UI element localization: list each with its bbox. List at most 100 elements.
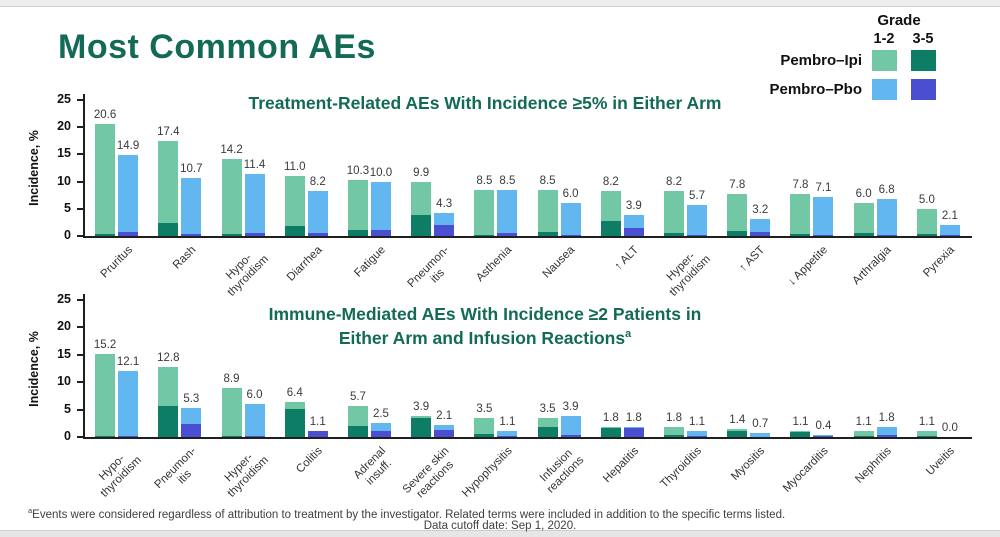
footnote-marker: a — [28, 506, 33, 515]
value-label-pembro-ipi: 1.1 — [918, 415, 935, 428]
value-label-pembro-ipi: 7.8 — [729, 178, 746, 191]
value-label-pembro-pbo: 8.2 — [309, 176, 326, 189]
bar-pembro-ipi-grade-1-2 — [853, 203, 874, 236]
chart2-title-line2: Either Arm and Infusion Reactionsa — [338, 327, 632, 348]
value-label-pembro-ipi: 5.7 — [349, 390, 366, 403]
legend-swatch-pbo-grade-1-2 — [872, 79, 897, 100]
bar-pembro-pbo-grade-3-5 — [181, 423, 202, 437]
x-axis-label: Hypo- thyroidism — [97, 452, 145, 500]
bar-pembro-ipi-grade-3-5 — [790, 431, 811, 437]
bar-pembro-ipi-grade-1-2 — [664, 191, 685, 236]
value-label-pembro-ipi: 1.4 — [729, 414, 746, 427]
value-label-pembro-pbo: 2.1 — [941, 209, 958, 222]
value-label-pembro-pbo: 1.8 — [878, 412, 895, 425]
x-axis-label: ↑ AST — [737, 244, 768, 275]
chart2-y-axis-title: Incidence, % — [27, 331, 41, 407]
legend-swatch-pbo-grade-3-5 — [911, 79, 936, 100]
bar-pembro-ipi-grade-1-2 — [221, 158, 242, 236]
bar-pembro-ipi-grade-3-5 — [916, 435, 937, 437]
bar-pembro-ipi-grade-1-2 — [916, 208, 937, 236]
x-axis-label: Pneumon- itis — [405, 244, 452, 291]
page-title: Most Common AEs — [58, 28, 376, 66]
x-axis-label: Diarrhea — [285, 244, 325, 284]
value-label-pembro-pbo: 8.5 — [499, 174, 516, 187]
x-axis-label: Hepatitis — [600, 445, 641, 486]
x-axis-label: Fatigue — [352, 244, 388, 280]
chart1-title: Treatment-Related AEs With Incidence ≥5%… — [248, 93, 722, 113]
bar-pembro-ipi-grade-3-5 — [537, 427, 558, 437]
bar-pembro-ipi-grade-3-5 — [600, 428, 621, 437]
x-axis-label: Asthenia — [474, 244, 515, 285]
value-label-pembro-ipi: 12.8 — [157, 351, 180, 364]
bar-pembro-ipi-grade-3-5 — [284, 226, 305, 236]
bar-pembro-pbo-grade-3-5 — [876, 235, 897, 236]
value-label-pembro-pbo: 3.2 — [752, 203, 769, 216]
bar-pembro-pbo-grade-1-2 — [560, 203, 581, 236]
bar-pembro-ipi-grade-3-5 — [221, 233, 242, 236]
bar-pembro-ipi-grade-3-5 — [158, 405, 179, 437]
bar-pembro-pbo-grade-1-2 — [118, 154, 139, 236]
bar-pembro-pbo-grade-3-5 — [939, 235, 960, 236]
bar-pembro-pbo-grade-3-5 — [813, 235, 834, 236]
bar-pembro-ipi-grade-1-2 — [727, 193, 748, 236]
bar-pembro-pbo-grade-3-5 — [560, 234, 581, 236]
value-label-pembro-pbo: 5.3 — [183, 392, 200, 405]
bar-pembro-ipi-grade-3-5 — [221, 435, 242, 437]
bar-pembro-ipi-grade-3-5 — [727, 430, 748, 437]
bar-pembro-ipi-grade-1-2 — [664, 427, 685, 437]
bar-pembro-pbo-grade-3-5 — [118, 231, 139, 236]
bar-pembro-ipi-grade-3-5 — [537, 232, 558, 236]
x-axis-label: Thyroiditis — [658, 445, 705, 491]
bar-pembro-pbo-grade-3-5 — [750, 231, 771, 236]
bar-pembro-pbo-grade-1-2 — [876, 427, 897, 437]
x-axis-label: Colitis — [294, 445, 325, 476]
x-axis-label: Nausea — [541, 244, 578, 281]
y-tick-mark — [77, 207, 83, 210]
legend-label-pembro-pbo: Pembro–Pbo — [769, 81, 862, 98]
y-tick-label: 5 — [64, 200, 71, 215]
value-label-pembro-ipi: 8.5 — [539, 174, 556, 187]
x-axis-label: Myocarditis — [780, 445, 831, 495]
x-axis-label: Rash — [170, 244, 199, 272]
y-tick-label: 5 — [64, 401, 71, 416]
bar-pembro-pbo-grade-1-2 — [181, 177, 202, 236]
value-label-pembro-pbo: 0.0 — [941, 422, 958, 434]
bar-pembro-ipi-grade-1-2 — [284, 176, 305, 236]
bar-pembro-ipi-grade-3-5 — [727, 231, 748, 236]
value-label-pembro-pbo: 7.1 — [815, 182, 832, 195]
bar-pembro-pbo-grade-3-5 — [687, 235, 708, 236]
value-label-pembro-ipi: 6.4 — [286, 386, 303, 399]
y-tick-label: 0 — [64, 228, 71, 242]
bar-pembro-ipi-grade-3-5 — [95, 435, 116, 437]
value-label-pembro-pbo: 3.9 — [562, 400, 579, 413]
value-label-pembro-ipi: 8.2 — [666, 176, 683, 189]
legend-label-pembro-ipi: Pembro–Ipi — [780, 52, 862, 69]
y-tick-mark — [77, 353, 83, 356]
bar-pembro-pbo-grade-1-2 — [939, 224, 960, 236]
bar-pembro-pbo-grade-3-5 — [497, 233, 518, 236]
bar-pembro-pbo-grade-3-5 — [687, 436, 708, 437]
value-label-pembro-pbo: 1.1 — [309, 415, 326, 428]
x-axis-label: ↑ ALT — [612, 244, 641, 273]
value-label-pembro-pbo: 2.5 — [372, 408, 389, 421]
y-tick-label: 0 — [64, 429, 71, 443]
bar-pembro-pbo-grade-1-2 — [687, 430, 708, 437]
bar-pembro-pbo-grade-3-5 — [307, 233, 328, 236]
value-label-pembro-pbo: 6.0 — [562, 188, 579, 201]
bar-pembro-pbo-grade-3-5 — [434, 429, 455, 437]
value-label-pembro-ipi: 9.9 — [413, 167, 430, 180]
bar-pembro-ipi-grade-3-5 — [664, 435, 685, 437]
y-tick-label: 15 — [57, 346, 71, 361]
x-axis-label: ↓ Appetite — [786, 244, 831, 289]
y-tick-label: 10 — [57, 173, 71, 188]
bar-pembro-ipi-grade-3-5 — [790, 233, 811, 236]
bar-pembro-ipi-grade-1-2 — [95, 123, 116, 236]
value-label-pembro-ipi: 1.1 — [792, 415, 809, 428]
y-tick-label: 25 — [57, 292, 71, 306]
bar-pembro-ipi-grade-1-2 — [158, 141, 179, 236]
value-label-pembro-pbo: 1.1 — [689, 415, 706, 428]
legend: Grade 1-2 3-5 Pembro–Ipi Pembro–Pbo — [730, 10, 965, 108]
value-label-pembro-ipi: 1.8 — [666, 412, 683, 425]
bar-pembro-ipi-grade-1-2 — [537, 189, 558, 236]
bar-pembro-pbo-grade-1-2 — [307, 191, 328, 236]
